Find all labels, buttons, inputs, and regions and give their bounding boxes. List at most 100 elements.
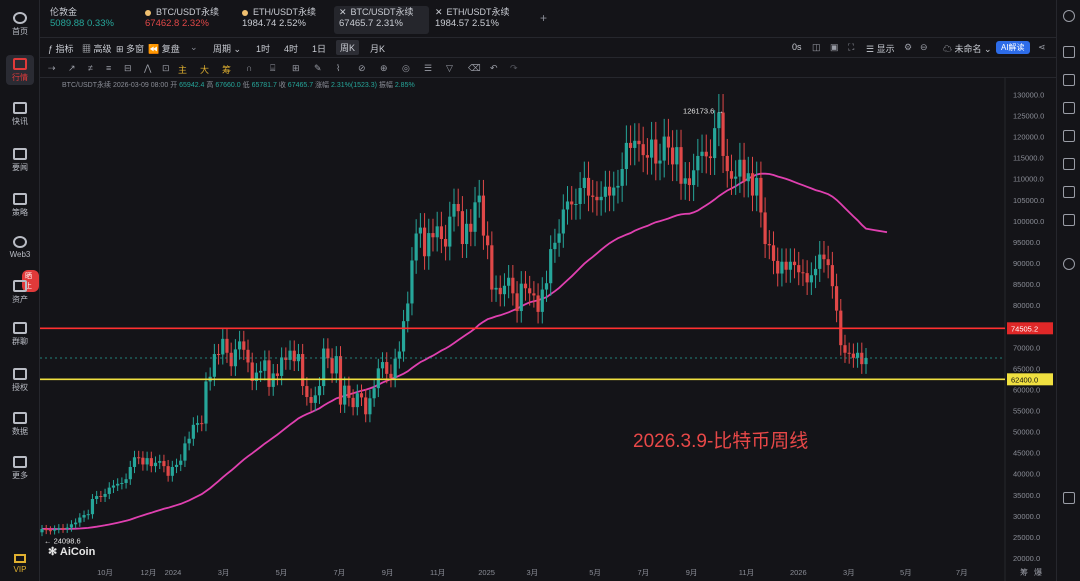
candle-body [410,260,414,304]
brush-icon[interactable]: ⌇ [336,63,341,73]
sidebar-item-data[interactable]: 数据 [0,412,40,437]
magnet-icon[interactable]: ∩ [246,63,253,73]
candle-body [284,357,288,360]
candle-body [40,528,44,533]
candle-body [746,173,750,182]
period-button[interactable]: 周期 ⌄ [213,44,242,54]
y-tick-label: 130000.0 [1013,90,1044,99]
lock-icon[interactable]: ⌸ [270,63,276,73]
indicator-button[interactable]: ƒ 指标 [48,44,74,54]
advanced-button[interactable]: ▦ 高级 [82,44,112,54]
filter-icon[interactable]: ▽ [446,63,453,73]
big-order-button[interactable]: 大 [200,65,210,75]
add-tab-icon[interactable]: + [540,11,548,25]
candle-body [380,362,385,369]
sidebar-item-authorize[interactable]: 授权 [0,368,40,393]
parallel-tool-icon[interactable]: ≠ [88,63,93,73]
chips-button[interactable]: 筹 [222,65,232,75]
sidebar-item-vip[interactable]: VIP [0,554,40,574]
sidebar-item-strategy[interactable]: 策略 [0,193,40,218]
settings-circle-icon[interactable] [1063,258,1075,270]
alert-icon[interactable] [1063,214,1075,226]
candle-body [343,385,347,405]
sidebar-item-market[interactable]: 行情 [0,58,40,83]
calendar-icon[interactable] [1063,186,1075,198]
tab-eth-1[interactable]: ETH/USDT永续 1984.74 2.52% [242,6,332,34]
tab-gold[interactable]: 伦敦金 5089.88 0.33% [50,6,140,34]
candle-body [141,457,145,465]
pencil-icon[interactable]: ✎ [314,63,322,73]
layout-name-dropdown[interactable]: ☁ 未命名 ⌄ [943,44,992,54]
fullscreen-icon[interactable]: ⛶ [848,42,855,52]
bottom-right-button[interactable]: 筹 [1020,567,1028,577]
chart-area[interactable]: 130000.0 125000.0 120000.0 115000.0 110000.0… [40,78,1056,581]
candle-body [860,352,864,365]
undo-icon[interactable]: ↶ [490,63,498,73]
candle-body [477,195,481,203]
layers-icon[interactable]: ☰ [424,63,433,73]
sidebar-item-assets[interactable]: 资产 [0,280,40,305]
main-chart-button[interactable]: 主 [178,65,188,75]
measure-tool-icon[interactable]: ⊡ [162,63,170,73]
trash-icon[interactable]: ⌫ [468,63,481,73]
sidebar-item-chat[interactable]: 群聊 [0,322,40,347]
tab-price: 1984.57 [435,18,470,29]
candlestick-chart[interactable]: 130000.0 125000.0 120000.0 115000.0 110000.0… [40,78,1056,581]
draw-select-icon[interactable]: ⊞ [292,63,300,73]
tab-btc-1[interactable]: BTC/USDT永续 67462.8 2.32% [145,6,235,34]
interval-monthly[interactable]: 月K [370,44,386,54]
candle-body [422,227,427,257]
candle-body [700,151,704,156]
close-icon[interactable]: ✕ [339,7,347,17]
multi-window-button[interactable]: ⊞ 多窗 [116,44,145,54]
share-icon[interactable]: ⋖ [1038,42,1046,52]
text-tool-icon[interactable]: ⊕ [380,63,388,73]
candle-body [372,388,376,399]
sidebar-item-news[interactable]: 要闻 [0,148,40,173]
layout-icon[interactable]: ▣ [830,42,839,52]
sidebar-item-home[interactable]: 首页 [0,12,40,37]
eye-icon[interactable]: ◎ [402,63,410,73]
chevron-down-icon[interactable]: ⌄ [190,42,198,52]
line-tool-icon[interactable]: ⇢ [48,63,56,73]
sidebar-item-web3[interactable]: Web3 [0,236,40,259]
display-button[interactable]: ☰ 显示 [866,44,895,54]
redo-icon[interactable]: ↷ [510,63,518,73]
trades-icon[interactable] [1063,130,1075,142]
camera-icon[interactable]: ◫ [812,42,821,52]
settings-icon[interactable]: ⚙ [904,42,913,52]
info-high: 67660.0 [215,82,241,89]
tab-btc-active[interactable]: ✕ BTC/USDT永续 67465.7 2.31% [334,6,429,34]
interval-1d[interactable]: 1日 [312,44,327,54]
candle-body [460,211,465,245]
x-tick-label: 3月 [218,568,230,577]
candle-body [826,259,830,266]
candle-body [809,275,813,283]
template-icon[interactable]: ⊖ [920,42,928,52]
replay-button[interactable]: ⏪ 复盘 [148,44,180,54]
sidebar-item-flash[interactable]: 快讯 [0,102,40,127]
sidebar-item-more[interactable]: 更多 [0,456,40,481]
interval-1h[interactable]: 1时 [256,44,271,54]
tab-eth-2[interactable]: ✕ ETH/USDT永续 1984.57 2.51% [435,6,525,34]
fib-tool-icon[interactable]: ≡ [106,63,112,73]
bottom-right-button[interactable]: 爆 [1034,567,1042,577]
link-icon[interactable]: ⊘ [358,63,366,73]
expand-icon[interactable] [1063,492,1075,504]
pattern-tool-icon[interactable]: ⋀ [144,63,152,73]
ai-interpret-button[interactable]: AI解读 [996,41,1030,54]
orderbook-icon[interactable] [1063,102,1075,114]
channel-tool-icon[interactable]: ⊟ [124,63,132,73]
notes-icon[interactable] [1063,46,1075,58]
interval-4h[interactable]: 4时 [284,44,299,54]
history-icon[interactable] [1063,10,1075,22]
close-icon[interactable]: ✕ [435,7,443,17]
list-icon[interactable] [1063,74,1075,86]
ray-tool-icon[interactable]: ↗ [68,63,76,73]
candle-body [250,362,254,381]
wallet-icon [13,280,27,292]
depth-icon[interactable] [1063,158,1075,170]
candle-body [120,482,124,484]
candle-body [679,147,683,184]
interval-weekly[interactable]: 周K [336,40,360,55]
